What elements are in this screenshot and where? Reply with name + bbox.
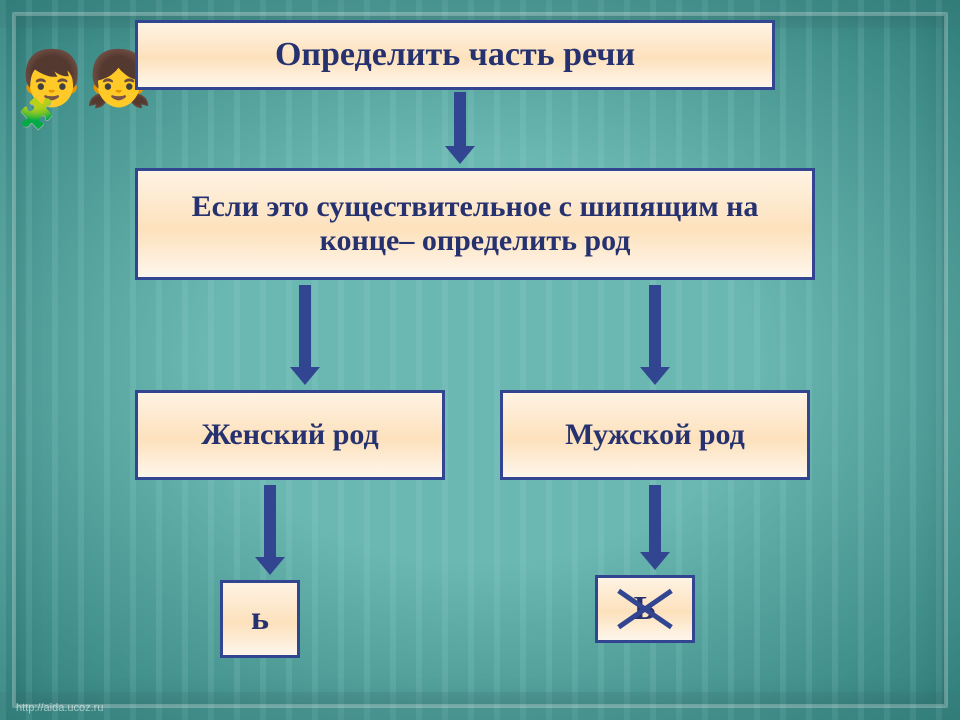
flow-arrow-2	[290, 285, 320, 385]
flow-box-no-soft-sign: Ь	[595, 575, 695, 643]
flow-box-step1-label: Определить часть речи	[275, 35, 635, 74]
flow-arrow-5	[640, 485, 670, 570]
flow-box-male-label: Мужской род	[565, 418, 745, 453]
slide-stage: 👦👧 🧩 Определить часть речи Если это суще…	[0, 0, 960, 720]
flow-box-step2-label: Если это существительное с шипящим на ко…	[156, 190, 794, 259]
flow-arrow-3	[640, 285, 670, 385]
flow-box-female-label: Женский род	[201, 418, 378, 453]
footer-url: http://aida.ucoz.ru	[16, 702, 103, 714]
flow-box-step2: Если это существительное с шипящим на ко…	[135, 168, 815, 280]
flow-box-male: Мужской род	[500, 390, 810, 480]
flow-box-female: Женский род	[135, 390, 445, 480]
flow-arrow-1	[445, 92, 475, 164]
kids-illustration: 👦👧 🧩	[18, 52, 153, 130]
flow-box-step1: Определить часть речи	[135, 20, 775, 90]
flow-box-soft-sign-label: ь	[251, 599, 269, 638]
flow-box-soft-sign: ь	[220, 580, 300, 658]
flow-arrow-4	[255, 485, 285, 575]
